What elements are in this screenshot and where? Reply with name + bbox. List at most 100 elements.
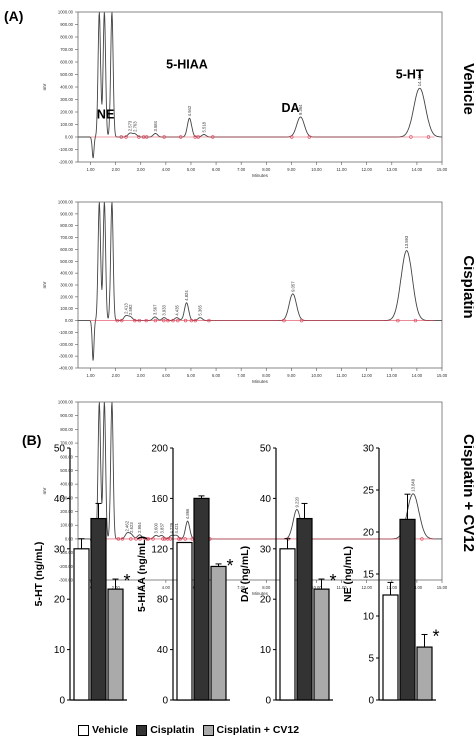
y-tick-label: 20 (363, 528, 375, 539)
y-tick-label: 400.00 (60, 85, 73, 90)
baseline-marker (134, 537, 138, 541)
chromatogram-vehicle: 1000.00 900.00 800.00 700.00 600.00 500.00 400… (42, 10, 474, 179)
legend-swatch-vehicle (78, 724, 89, 736)
baseline-marker (120, 318, 124, 323)
x-axis-label: Minutes (252, 173, 269, 178)
y-tick-label: 160 (151, 494, 168, 505)
bar (107, 588, 124, 701)
baseline-marker (177, 537, 181, 541)
y-tick-label: 0.00 (65, 536, 74, 541)
y-tick-label: 40 (157, 645, 169, 656)
baseline-marker (179, 135, 183, 139)
y-tick-label: 10 (54, 645, 66, 656)
baseline-marker (420, 537, 424, 541)
peak-retention-label: 2.623 (129, 522, 134, 533)
y-tick-label: 200.00 (60, 110, 73, 115)
peak-retention-label: 2.954 (137, 522, 142, 533)
baseline-marker (207, 318, 211, 323)
panel-b-label: (B) (22, 432, 42, 448)
x-tick-label: 5.00 (187, 373, 196, 378)
y-tick-label: 0.00 (65, 135, 74, 140)
x-tick-label: 4.00 (162, 373, 171, 378)
y-tick-label: 30 (54, 544, 66, 555)
y-tick-label: 1000.00 (58, 200, 74, 205)
bar (313, 588, 330, 701)
legend-label-cisplatin: Cisplatin (150, 724, 195, 736)
peak-retention-label: 5.365 (198, 304, 203, 315)
x-tick-label: 4.00 (162, 167, 171, 172)
y-tick-label: 900.00 (60, 211, 73, 216)
bar (193, 497, 210, 701)
x-tick-label: 10.00 (311, 373, 322, 378)
baseline-marker (211, 135, 215, 139)
chromatogram-cisplatin: 1000.00 900.00 800.00 700.00 600.00 500.00 400… (42, 200, 474, 385)
baseline-marker (153, 318, 158, 323)
y-tick-label: 0 (368, 696, 374, 707)
legend-label-cisplatin-cv12: Cisplatin + CV12 (216, 724, 300, 736)
bar (382, 594, 399, 701)
bar-chart: 0 10 20 30 40 50 5-HT (ng/mL) * (33, 444, 131, 707)
x-axis-label: Minutes (252, 379, 269, 384)
baseline-marker (119, 135, 123, 139)
plot-frame (77, 11, 443, 163)
x-tick-label: 12.00 (361, 585, 372, 590)
y-tick-label: -200.00 (59, 342, 74, 347)
baseline-marker (196, 135, 200, 139)
x-tick-label: 15.00 (437, 373, 448, 378)
y-axis-label: NE (ng/mL) (342, 546, 354, 602)
y-tick-label: 300.00 (60, 97, 73, 102)
x-tick-label: 6.00 (212, 167, 221, 172)
peak-retention-label: 3.837 (159, 522, 164, 533)
y-axis-label: mV (42, 282, 47, 289)
y-tick-label: 900.00 (60, 22, 73, 27)
y-tick-label: 700.00 (60, 47, 73, 52)
y-tick-label: -400.00 (59, 366, 74, 371)
x-tick-label: 7.00 (237, 373, 246, 378)
x-tick-label: 7.00 (237, 585, 246, 590)
baseline-marker (145, 537, 149, 541)
peak-retention-label: 3.584 (153, 120, 158, 131)
baseline-marker (183, 318, 188, 323)
peak-retention-label: 3.567 (152, 304, 157, 315)
peak-retention-label: 2.413 (124, 303, 129, 314)
y-tick-label: 400.00 (60, 271, 73, 276)
y-tick-label: -300.00 (59, 578, 74, 583)
baseline-marker (193, 135, 197, 139)
peak-retention-label: 9.364 (298, 104, 303, 115)
y-tick-label: 300.00 (60, 283, 73, 288)
y-tick-label: 300.00 (60, 495, 73, 500)
x-tick-label: 14.00 (412, 167, 423, 172)
y-tick-label: 50 (54, 444, 66, 455)
baseline-marker (151, 537, 155, 541)
y-tick-label: 10 (260, 645, 272, 656)
x-tick-label: 1.00 (86, 373, 95, 378)
x-tick-label: 13.00 (387, 585, 398, 590)
x-tick-label: 14.00 (412, 585, 423, 590)
baseline-marker (178, 537, 183, 541)
bar (279, 548, 296, 701)
y-tick-label: 30 (260, 544, 272, 555)
baseline-marker (290, 135, 294, 139)
y-tick-label: 800.00 (60, 223, 73, 228)
y-tick-label: 0 (265, 696, 271, 707)
legend-swatch-cisplatin (136, 724, 148, 736)
bar (176, 541, 193, 701)
y-tick-label: -100.00 (59, 550, 74, 555)
y-tick-label: 800.00 (60, 35, 73, 40)
significance-marker: * (226, 556, 233, 576)
baseline-marker (189, 318, 194, 323)
x-tick-label: 2.00 (112, 167, 121, 172)
baseline-marker (129, 537, 133, 541)
analyte-label: DA (281, 101, 299, 115)
condition-label: Cisplatin (460, 255, 474, 318)
y-axis-label: mV (42, 84, 47, 91)
chromatogram-plot: 1000.00 900.00 800.00 700.00 600.00 500.00 400… (42, 10, 474, 179)
x-tick-label: 1.00 (86, 167, 95, 172)
baseline-marker (183, 537, 187, 541)
y-tick-label: 200.00 (60, 294, 73, 299)
baseline-marker (120, 537, 125, 541)
baseline-marker (116, 537, 121, 541)
y-tick-label: 20 (260, 595, 272, 606)
baseline-marker (137, 318, 142, 323)
baseline-marker (162, 135, 166, 139)
